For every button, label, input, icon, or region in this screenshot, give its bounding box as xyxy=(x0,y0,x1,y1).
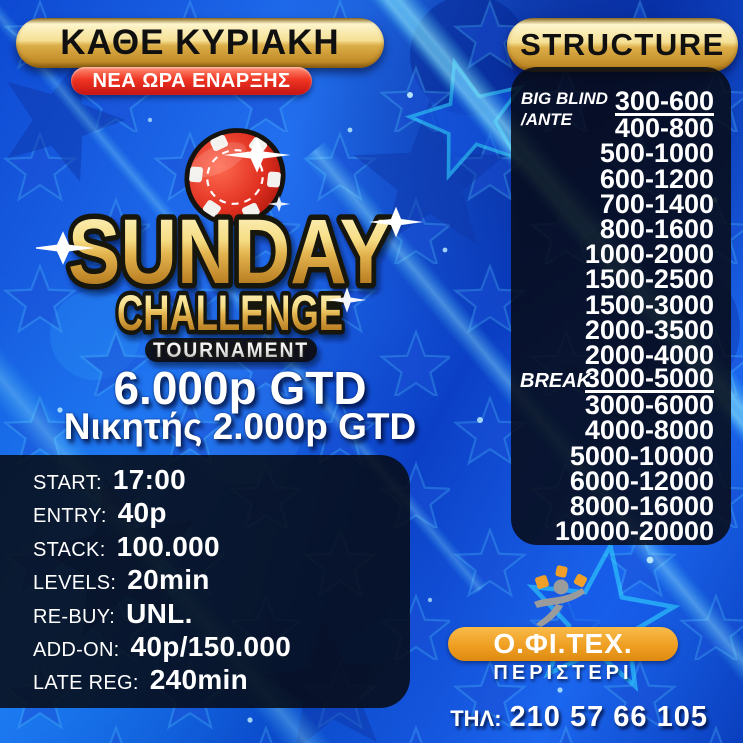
blind-levels-list: 300-600 400-800 500-1000 600-1200 700-14… xyxy=(511,86,731,547)
phone-label: ΤΗΛ: xyxy=(450,706,502,731)
detail-row: START: 17:00 xyxy=(33,464,410,497)
club-name: Ο.ΦΙ.ΤΕΧ. xyxy=(493,628,633,659)
blind-level: 300-600 xyxy=(614,86,714,117)
blind-level: 6000-12000 xyxy=(569,465,714,496)
detail-row: LATE REG: 240min xyxy=(33,664,410,697)
sunday-challenge-logo: SUNDAY CHALLENGE TOURNAMENT xyxy=(36,128,424,365)
detail-value: 40p/150.000 xyxy=(130,630,292,662)
detail-row: RE-BUY: UNL. xyxy=(33,598,410,631)
winner-prize-text: Νικητής 2.000p GTD xyxy=(63,406,417,447)
new-start-time-label: ΝΕΑ ΩΡΑ ΕΝΑΡΞΗΣ xyxy=(92,69,291,92)
juggler-icon xyxy=(534,565,588,627)
tournament-bar xyxy=(145,338,317,362)
detail-label: RE-BUY: xyxy=(33,605,116,628)
detail-label: ADD-ON: xyxy=(33,638,120,661)
blind-level: 600-1200 xyxy=(599,163,714,194)
detail-row: ADD-ON: 40p/150.000 xyxy=(33,631,410,664)
blind-level: 1500-2500 xyxy=(584,264,714,295)
structure-title: STRUCTURE xyxy=(520,27,725,62)
blind-level: 5000-10000 xyxy=(569,440,714,471)
club-name-banner: Ο.ΦΙ.ΤΕΧ. xyxy=(448,627,678,661)
blind-level: 10000-20000 xyxy=(554,516,714,547)
tournament-details-panel: START: 17:00 ENTRY: 40p STACK: 100.000 L… xyxy=(0,455,410,708)
detail-value: 240min xyxy=(149,664,248,696)
logo-line2: CHALLENGE xyxy=(117,285,343,341)
blind-level: 1000-2000 xyxy=(584,239,714,270)
phone-line: ΤΗΛ: 210 57 66 105 xyxy=(430,701,708,734)
guarantee-text: 6.000p GTD xyxy=(113,362,367,414)
blind-level: 3000-5000 xyxy=(584,363,714,394)
logo-line1: SUNDAY xyxy=(68,201,392,303)
blind-structure-panel: BIG BLIND /ANTE BREAK 300-600 400-800 50… xyxy=(511,67,731,545)
club-location: ΠΕΡΙΣΤΕΡΙ xyxy=(493,662,633,684)
detail-label: START: xyxy=(33,472,102,494)
detail-label: ENTRY: xyxy=(33,505,107,528)
detail-value: 20min xyxy=(127,564,210,596)
every-sunday-label: ΚΑΘΕ ΚΥΡΙΑΚΗ xyxy=(60,23,340,62)
big-blind-ante-label: BIG BLIND /ANTE xyxy=(521,89,608,129)
phone-number: 210 57 66 105 xyxy=(509,701,708,733)
detail-label: LATE REG: xyxy=(33,672,139,695)
blind-level: 4000-8000 xyxy=(584,415,714,446)
detail-row: LEVELS: 20min xyxy=(33,564,410,597)
every-sunday-banner: ΚΑΘΕ ΚΥΡΙΑΚΗ xyxy=(16,18,384,68)
blind-level: 2000-3500 xyxy=(584,314,714,345)
new-start-time-badge: ΝΕΑ ΩΡΑ ΕΝΑΡΞΗΣ xyxy=(71,67,312,95)
logo-line3: TOURNAMENT xyxy=(153,339,309,362)
structure-banner: STRUCTURE xyxy=(507,18,738,72)
blind-level: 800-1600 xyxy=(599,213,714,244)
sparkle-icon xyxy=(36,137,424,313)
blind-level: 2000-4000 xyxy=(584,339,714,370)
blind-level: 700-1400 xyxy=(599,188,714,219)
detail-value: 40p xyxy=(117,497,167,529)
detail-row: ENTRY: 40p xyxy=(33,497,410,530)
blind-level: 400-800 xyxy=(614,113,714,144)
blind-level: 3000-6000 xyxy=(584,390,714,421)
detail-label: STACK: xyxy=(33,538,106,561)
blind-level: 500-1000 xyxy=(599,138,714,169)
detail-value: UNL. xyxy=(126,597,193,629)
break-label: BREAK xyxy=(520,370,592,392)
detail-value: 17:00 xyxy=(112,464,186,495)
blind-level: 8000-16000 xyxy=(569,491,714,521)
detail-label: LEVELS: xyxy=(33,572,117,595)
detail-row: STACK: 100.000 xyxy=(33,531,410,564)
blind-level: 1500-3000 xyxy=(584,289,714,320)
detail-value: 100.000 xyxy=(116,530,220,562)
